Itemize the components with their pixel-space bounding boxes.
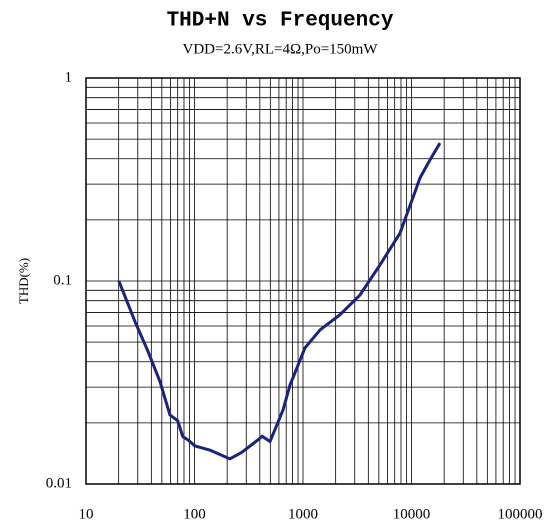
y-tick-label: 1: [65, 69, 73, 85]
x-tick-label: 10: [79, 506, 94, 522]
data-line: [117, 142, 442, 461]
chart-title: THD+N vs Frequency: [167, 10, 394, 33]
y-tick-label: 0.01: [46, 475, 72, 491]
x-tick-label: 10000: [393, 506, 431, 522]
chart-subtitle: VDD=2.6V,RL=4Ω,Po=150mW: [182, 41, 378, 57]
y-tick-label: 0.1: [53, 272, 72, 288]
x-tick-label: 100: [183, 506, 206, 522]
plot-frame: [85, 77, 521, 485]
x-tick-label: 100000: [498, 506, 543, 522]
y-axis-label: THD(%): [16, 258, 31, 304]
x-tick-label: 1000: [288, 506, 318, 522]
